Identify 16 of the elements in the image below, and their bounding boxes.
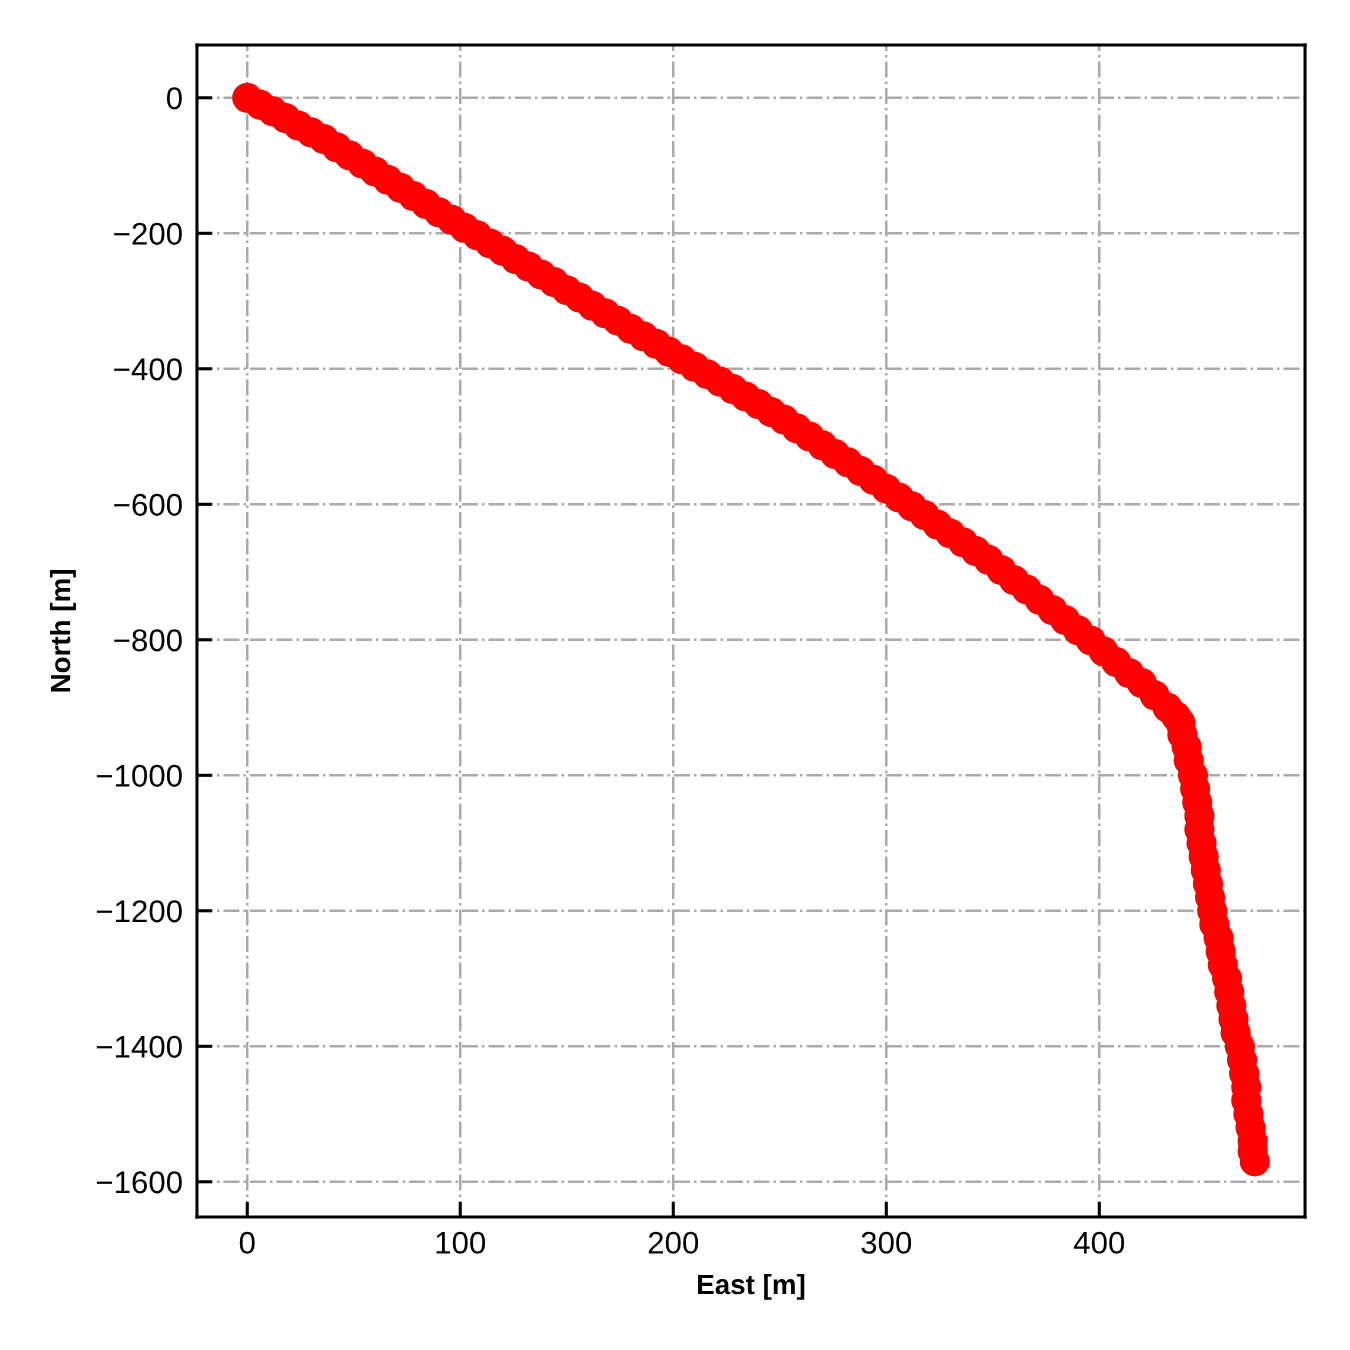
- y-tick-label: −1200: [96, 900, 182, 923]
- y-tick-label: −1600: [96, 1171, 182, 1194]
- x-axis-title: East [m]: [698, 1273, 805, 1300]
- x-tick-label: 100: [436, 1231, 486, 1254]
- y-axis-title: North [m]: [49, 570, 76, 692]
- x-tick-label: 0: [239, 1231, 255, 1254]
- y-tick-label: −400: [114, 358, 182, 381]
- x-tick-label: 400: [1073, 1231, 1125, 1254]
- y-tick-label: −1000: [96, 764, 182, 787]
- y-tick-label: −1400: [96, 1035, 182, 1058]
- y-tick-label: −800: [114, 629, 182, 652]
- y-tick-label: 0: [166, 87, 182, 110]
- y-tick-label: −600: [114, 493, 182, 516]
- x-tick-label: 200: [648, 1231, 699, 1254]
- x-tick-label: 300: [861, 1231, 912, 1254]
- y-tick-label: −200: [114, 222, 182, 245]
